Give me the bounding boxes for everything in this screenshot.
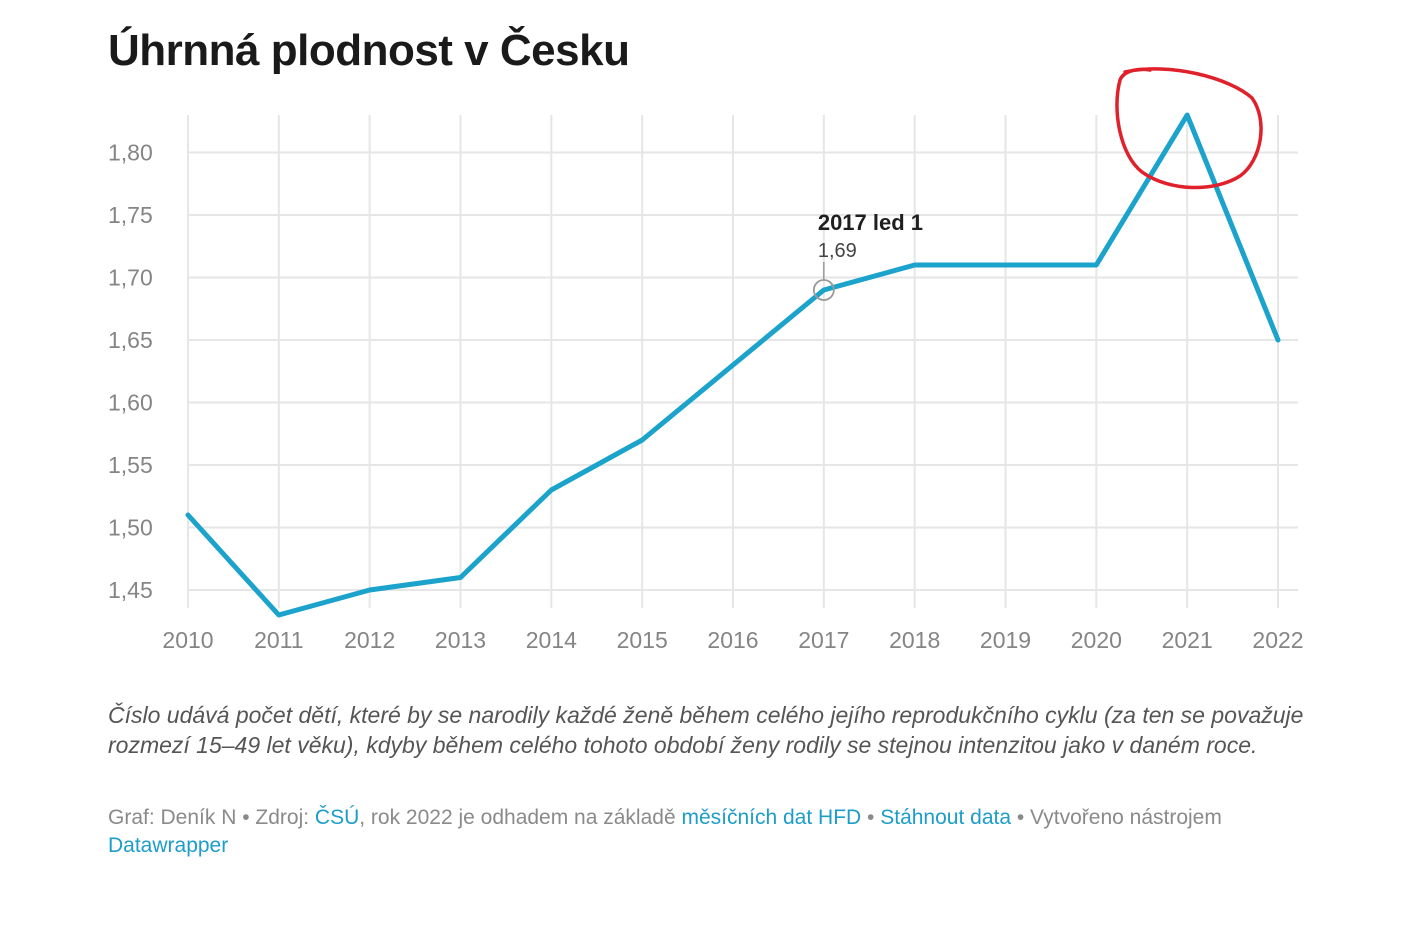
x-gridlines — [187, 115, 1279, 608]
x-tick-label: 2019 — [980, 627, 1031, 653]
tooltip-value: 1,69 — [818, 240, 857, 262]
x-axis-labels: 2010 2011 2012 2013 2014 2015 2016 2017 2018 2019… — [162, 627, 1303, 653]
x-tick-label: 2020 — [1071, 627, 1122, 653]
footer-made-with: • Vytvořeno nástrojem — [1011, 806, 1222, 829]
x-tick-label: 2012 — [344, 627, 395, 653]
x-tick-label: 2010 — [162, 627, 213, 653]
x-tick-label: 2018 — [889, 627, 940, 653]
download-data-link[interactable]: Stáhnout data — [880, 806, 1012, 829]
x-tick-label: 2021 — [1162, 627, 1213, 653]
datawrapper-link[interactable]: Datawrapper — [108, 834, 229, 857]
chart-footer: Graf: Deník N • Zdroj: ČSÚ, rok 2022 je … — [108, 804, 1333, 860]
x-tick-label: 2014 — [526, 627, 577, 653]
x-tick-label: 2016 — [707, 627, 758, 653]
source-link[interactable]: ČSÚ — [314, 806, 360, 829]
hfd-data-link[interactable]: měsíčních dat HFD — [681, 806, 862, 829]
footer-mid-text: , rok 2022 je odhadem na základě — [359, 806, 682, 829]
footer-separator: • — [861, 806, 881, 829]
hover-tooltip: 2017 led 1 1,69 — [812, 210, 923, 301]
x-tick-label: 2022 — [1252, 627, 1303, 653]
tooltip-marker — [812, 279, 835, 301]
footer-prefix: Graf: Deník N • Zdroj: — [108, 806, 315, 829]
y-tick-label: 1,70 — [108, 265, 153, 291]
y-tick-label: 1,65 — [108, 327, 153, 353]
y-axis-labels: 1,45 1,50 1,55 1,60 1,65 1,70 1,75 1,80 — [108, 140, 153, 604]
x-tick-label: 2011 — [254, 627, 303, 653]
y-tick-label: 1,50 — [108, 515, 153, 541]
y-tick-label: 1,60 — [108, 390, 153, 416]
x-tick-label: 2017 — [798, 627, 849, 653]
red-annotation-circle — [1115, 67, 1263, 190]
x-tick-label: 2013 — [435, 627, 486, 653]
y-tick-label: 1,75 — [108, 202, 153, 228]
series-line — [185, 112, 1281, 618]
chart-title: Úhrnná plodnost v Česku — [108, 26, 630, 75]
tooltip-title: 2017 led 1 — [818, 210, 923, 235]
chart-note: Číslo udává počet dětí, které by se naro… — [108, 702, 1304, 758]
y-tick-label: 1,45 — [108, 577, 153, 603]
y-tick-label: 1,80 — [108, 140, 153, 166]
y-gridlines — [188, 151, 1298, 591]
y-tick-label: 1,55 — [108, 452, 153, 478]
x-tick-label: 2015 — [617, 627, 668, 653]
